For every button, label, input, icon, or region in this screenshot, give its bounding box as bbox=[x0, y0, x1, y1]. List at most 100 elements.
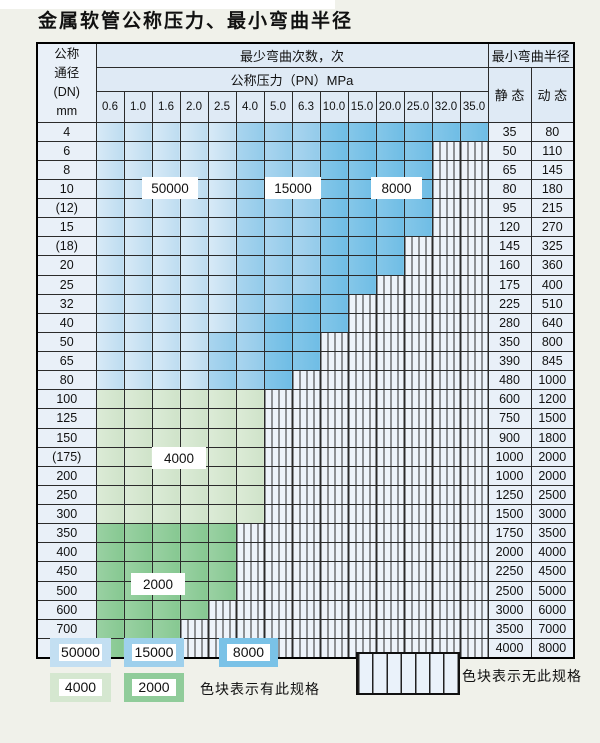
spec-cell-dn100-p32.0 bbox=[431, 389, 461, 410]
spec-cell-dn(175)-p15.0 bbox=[347, 446, 377, 467]
spec-cell-dn700-p20.0 bbox=[375, 618, 405, 639]
spec-cell-dn50-p5.0 bbox=[263, 331, 293, 353]
table-row: (18) 145 325 bbox=[36, 236, 575, 257]
spec-cell-dn40-p15.0 bbox=[347, 312, 377, 333]
pressure-header: 公称压力（PN）MPa bbox=[95, 66, 489, 92]
spec-cell-dn400-p4.0 bbox=[235, 542, 265, 563]
spec-cell-dn8-p0.6 bbox=[95, 159, 125, 180]
spec-cell-dn6-p25.0 bbox=[403, 140, 433, 161]
spec-cell-dn40-p1.0 bbox=[123, 312, 153, 333]
dynamic-radius-cell: 2000 bbox=[530, 446, 575, 467]
spec-cell-dn20-p1.6 bbox=[151, 255, 181, 276]
spec-cell-dn40-p0.6 bbox=[95, 312, 125, 333]
table-row: 15 120 270 bbox=[36, 217, 575, 238]
spec-cell-dn80-p32.0 bbox=[431, 370, 461, 391]
spec-cell-dn(175)-p1.0 bbox=[123, 446, 153, 467]
spec-cell-dn40-p6.3 bbox=[291, 312, 321, 333]
spec-cell-dn150-p6.3 bbox=[291, 427, 321, 448]
static-radius-cell: 2500 bbox=[487, 580, 532, 601]
spec-cell-dn150-p10.0 bbox=[319, 427, 349, 448]
spec-cell-dn25-p1.6 bbox=[151, 274, 181, 295]
spec-cell-dn200-p1.6 bbox=[151, 465, 181, 486]
spec-cell-dn32-p0.6 bbox=[95, 293, 125, 314]
spec-cell-dn4-p25.0 bbox=[403, 121, 433, 142]
spec-cell-dn350-p1.0 bbox=[123, 523, 153, 544]
spec-cell-dn20-p0.6 bbox=[95, 255, 125, 276]
spec-cell-dn350-p0.6 bbox=[95, 523, 125, 544]
table-row: 25 175 400 bbox=[36, 274, 575, 295]
spec-cell-dn250-p25.0 bbox=[403, 484, 433, 506]
table-row: 6 50 110 bbox=[36, 140, 575, 161]
dynamic-radius-cell: 2000 bbox=[530, 465, 575, 486]
spec-cell-dn300-p2.0 bbox=[179, 503, 209, 525]
spec-cell-dn125-p20.0 bbox=[375, 408, 405, 429]
spec-cell-dn6-p1.0 bbox=[123, 140, 153, 161]
spec-cell-dn400-p1.6 bbox=[151, 542, 181, 563]
spec-cell-dn4-p20.0 bbox=[375, 121, 405, 142]
spec-cell-dn(175)-p25.0 bbox=[403, 446, 433, 467]
spec-cell-dn300-p4.0 bbox=[235, 503, 265, 525]
page-title: 金属软管公称压力、最小弯曲半径 bbox=[38, 10, 354, 32]
static-radius-cell: 95 bbox=[487, 197, 532, 219]
pressure-bend-table: 公称 通径 (DN) mm 最少弯曲次数，次 最小弯曲半径 公称压力（PN）MP… bbox=[36, 42, 576, 659]
legend-swatch-4000: 4000 bbox=[50, 673, 111, 702]
table-row: 80 480 1000 bbox=[36, 370, 575, 391]
corner-line-2: 通径 bbox=[54, 66, 80, 80]
spec-cell-dn6-p6.3 bbox=[291, 140, 321, 161]
dn-cell: 80 bbox=[36, 370, 97, 391]
spec-cell-dn(12)-p4.0 bbox=[235, 197, 265, 219]
dn-cell: 50 bbox=[36, 331, 97, 353]
spec-cell-dn32-p10.0 bbox=[319, 293, 349, 314]
pressure-col-header: 1.6 bbox=[151, 90, 181, 123]
spec-cell-dn400-p32.0 bbox=[431, 542, 461, 563]
dynamic-radius-cell: 5000 bbox=[530, 580, 575, 601]
spec-cell-dn(12)-p10.0 bbox=[319, 197, 349, 219]
table-row: 80040008000 bbox=[36, 637, 575, 659]
spec-cell-dn800-p10.0 bbox=[319, 637, 349, 659]
table-row: 125 750 1500 bbox=[36, 408, 575, 429]
spec-cell-dn80-p4.0 bbox=[235, 370, 265, 391]
spec-cell-dn(175)-p10.0 bbox=[319, 446, 349, 467]
spec-cell-dn50-p1.6 bbox=[151, 331, 181, 353]
dn-cell: 32 bbox=[36, 293, 97, 314]
dn-cell: 350 bbox=[36, 523, 97, 544]
dn-cell: 300 bbox=[36, 503, 97, 525]
spec-cell-dn200-p5.0 bbox=[263, 465, 293, 486]
legend-swatch-50000: 50000 bbox=[50, 638, 111, 667]
spec-cell-dn8-p32.0 bbox=[431, 159, 461, 180]
table-row: 4 35 80 bbox=[36, 121, 575, 142]
spec-cell-dn250-p1.6 bbox=[151, 484, 181, 506]
table-row: 40 280 640 bbox=[36, 312, 575, 333]
spec-cell-dn25-p5.0 bbox=[263, 274, 293, 295]
spec-cell-dn32-p15.0 bbox=[347, 293, 377, 314]
spec-cell-dn(18)-p1.6 bbox=[151, 236, 181, 257]
static-radius-cell: 1500 bbox=[487, 503, 532, 525]
dn-cell: 10 bbox=[36, 178, 97, 200]
dn-cell: 100 bbox=[36, 389, 97, 410]
spec-cell-dn4-p32.0 bbox=[431, 121, 461, 142]
legend-swatch-15000-label: 15000 bbox=[132, 643, 176, 662]
table-row: 400 2000 4000 bbox=[36, 542, 575, 563]
spec-cell-dn400-p6.3 bbox=[291, 542, 321, 563]
legend-note-no-spec: 色块表示无此规格 bbox=[462, 668, 582, 684]
spec-cell-dn32-p2.0 bbox=[179, 293, 209, 314]
dynamic-radius-cell: 1000 bbox=[530, 370, 575, 391]
spec-cell-dn200-p10.0 bbox=[319, 465, 349, 486]
spec-cell-dn20-p4.0 bbox=[235, 255, 265, 276]
legend-swatch-4000-label: 4000 bbox=[58, 678, 103, 697]
dn-cell: 40 bbox=[36, 312, 97, 333]
spec-cell-dn(12)-p32.0 bbox=[431, 197, 461, 219]
spec-cell-dn65-p1.0 bbox=[123, 350, 153, 372]
spec-cell-dn15-p2.5 bbox=[207, 217, 237, 238]
dynamic-radius-cell: 145 bbox=[530, 159, 575, 180]
spec-cell-dn125-p2.5 bbox=[207, 408, 237, 429]
spec-cell-dn32-p4.0 bbox=[235, 293, 265, 314]
spec-cell-dn400-p10.0 bbox=[319, 542, 349, 563]
bend-cycles-header: 最少弯曲次数，次 bbox=[95, 42, 489, 68]
spec-cell-dn250-p0.6 bbox=[95, 484, 125, 506]
spec-cell-dn(175)-p2.5 bbox=[207, 446, 237, 467]
spec-cell-dn25-p2.5 bbox=[207, 274, 237, 295]
spec-cell-dn150-p32.0 bbox=[431, 427, 461, 448]
spec-cell-dn500-p4.0 bbox=[235, 580, 265, 601]
